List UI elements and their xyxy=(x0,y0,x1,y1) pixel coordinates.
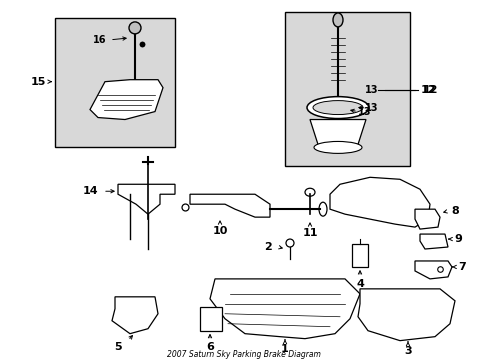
Text: 12: 12 xyxy=(421,85,437,95)
Ellipse shape xyxy=(313,141,361,153)
Text: 10: 10 xyxy=(212,226,227,236)
Text: 14: 14 xyxy=(82,186,98,196)
Text: 7: 7 xyxy=(457,262,465,272)
Text: 6: 6 xyxy=(205,342,214,352)
Polygon shape xyxy=(414,261,451,279)
Polygon shape xyxy=(190,194,269,217)
Text: 12: 12 xyxy=(419,85,435,95)
Polygon shape xyxy=(309,120,365,144)
Text: 15: 15 xyxy=(30,77,45,87)
Ellipse shape xyxy=(318,202,326,216)
Ellipse shape xyxy=(312,100,362,114)
Polygon shape xyxy=(209,279,359,339)
Polygon shape xyxy=(414,209,439,229)
Text: 13: 13 xyxy=(365,85,378,95)
Ellipse shape xyxy=(332,13,342,27)
Polygon shape xyxy=(351,244,367,267)
Text: 13: 13 xyxy=(358,107,371,117)
Polygon shape xyxy=(200,307,222,331)
Text: 2007 Saturn Sky Parking Brake Diagram: 2007 Saturn Sky Parking Brake Diagram xyxy=(167,350,320,359)
Polygon shape xyxy=(329,177,429,227)
Bar xyxy=(285,12,409,166)
Text: 13: 13 xyxy=(365,103,378,113)
Text: 4: 4 xyxy=(355,279,363,289)
Polygon shape xyxy=(118,184,175,214)
Ellipse shape xyxy=(129,22,141,34)
Bar xyxy=(55,18,175,147)
Ellipse shape xyxy=(285,239,293,247)
Text: 5: 5 xyxy=(114,342,122,352)
Polygon shape xyxy=(90,80,163,120)
Text: 8: 8 xyxy=(450,206,458,216)
Polygon shape xyxy=(112,297,158,334)
Polygon shape xyxy=(419,234,447,249)
Text: 1: 1 xyxy=(281,343,288,354)
Ellipse shape xyxy=(305,188,314,196)
Text: 16: 16 xyxy=(93,35,106,45)
Text: 2: 2 xyxy=(264,242,271,252)
Text: 11: 11 xyxy=(302,228,317,238)
Polygon shape xyxy=(357,289,454,341)
Text: 9: 9 xyxy=(453,234,461,244)
Text: 3: 3 xyxy=(404,346,411,356)
Ellipse shape xyxy=(306,96,368,118)
